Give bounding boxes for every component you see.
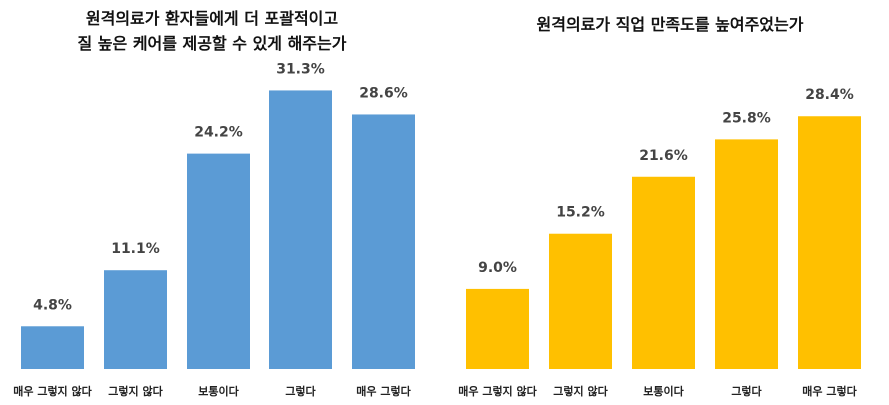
- bar-value-label: 25.8%: [722, 110, 771, 126]
- bar: [632, 176, 695, 369]
- category-label: 보통이다: [198, 384, 239, 398]
- bar-value-label: 11.1%: [111, 241, 160, 257]
- bar-value-label: 24.2%: [194, 125, 243, 141]
- bar-value-label: 21.6%: [639, 148, 688, 164]
- category-label: 그렇다: [285, 384, 316, 398]
- bar-value-label: 15.2%: [556, 205, 605, 221]
- bar-value-label: 31.3%: [276, 61, 325, 77]
- category-label: 매우 그렇다: [802, 384, 857, 398]
- bar-value-label: 4.8%: [33, 297, 72, 313]
- category-label: 그렇다: [731, 384, 762, 398]
- bar: [104, 270, 167, 369]
- bar: [187, 153, 250, 369]
- category-label: 매우 그렇다: [356, 384, 411, 398]
- bar: [269, 90, 332, 370]
- category-label: 매우 그렇지 않다: [13, 384, 92, 398]
- bar: [466, 288, 529, 369]
- bar: [352, 114, 415, 370]
- category-label: 그렇지 않다: [553, 384, 608, 398]
- category-label: 보통이다: [643, 384, 684, 398]
- category-label: 그렇지 않다: [108, 384, 163, 398]
- bar-value-label: 9.0%: [478, 260, 517, 276]
- category-label: 매우 그렇지 않다: [458, 384, 537, 398]
- bar: [715, 139, 778, 369]
- chart-title-line: 원격의료가 환자들에게 더 포괄적이고: [86, 9, 339, 28]
- bar: [798, 116, 861, 370]
- chart-title-line: 원격의료가 직업 만족도를 높여주었는가: [537, 15, 804, 34]
- chart-title-line: 질 높은 케어를 제공할 수 있게 해주는가: [78, 34, 347, 53]
- chart-job-satisfaction: 원격의료가 직업 만족도를 높여주었는가 9.0% 매우 그렇지 않다 15.2% 그렇…: [458, 15, 861, 398]
- bar: [549, 233, 612, 369]
- bar: [21, 326, 84, 369]
- bar-value-label: 28.6%: [359, 85, 408, 101]
- bar-value-label: 28.4%: [805, 87, 854, 103]
